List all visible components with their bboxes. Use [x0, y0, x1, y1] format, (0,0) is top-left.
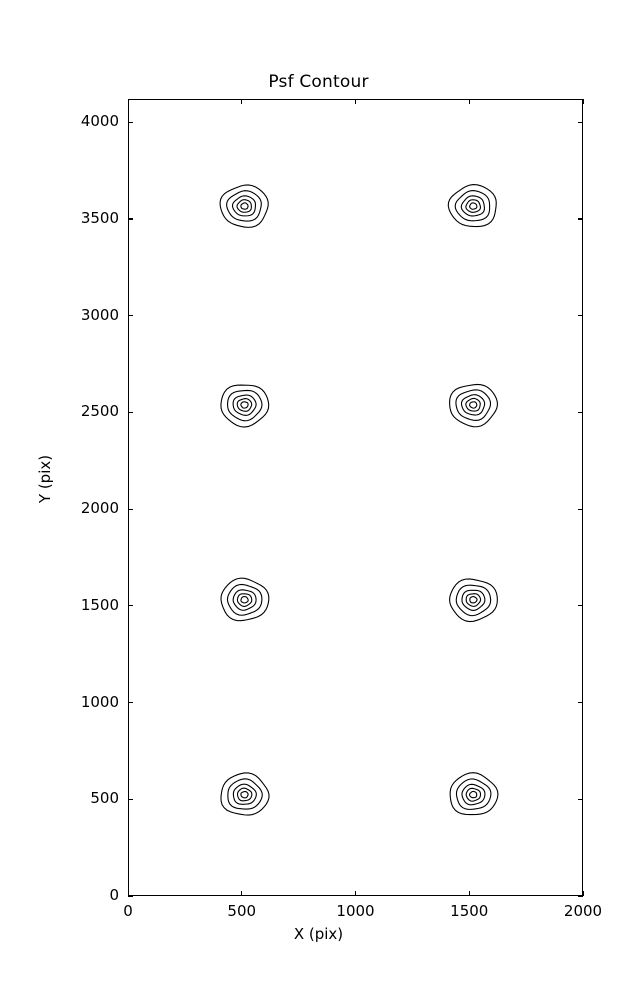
y-axis-tick-label: 4000 [80, 112, 119, 131]
contour-ring [461, 783, 486, 806]
x-axis-tick-label: 1500 [450, 902, 489, 920]
x-axis-tick-label: 2000 [563, 902, 603, 920]
contour-ring [240, 790, 249, 799]
x-axis-tick-label: 500 [227, 902, 257, 920]
y-axis-tick [128, 508, 133, 510]
contour-ring [236, 787, 253, 802]
y-axis-tick-label: 0 [109, 886, 119, 904]
contour-ring [232, 783, 257, 805]
y-axis-tick-label: 3000 [80, 305, 119, 324]
y-axis-tick-label: 3500 [80, 208, 119, 227]
y-axis-tick [578, 702, 583, 704]
contour-ring [236, 398, 253, 412]
y-axis-title: Y (pix) [36, 454, 54, 504]
x-axis-tick [241, 99, 243, 104]
contour-ring [465, 199, 482, 213]
plot-area[interactable] [128, 99, 583, 896]
contour-ring [465, 787, 482, 802]
x-axis-tick-label: 1000 [336, 902, 375, 920]
y-axis-tick [578, 895, 583, 897]
contour-ring [455, 584, 492, 617]
y-axis-tick [128, 218, 133, 220]
contour-ring [220, 772, 270, 816]
contour-ring [465, 593, 482, 607]
contour-ring [449, 383, 498, 428]
y-axis-tick [128, 798, 133, 800]
y-axis-tick [578, 315, 583, 317]
contour-ring [232, 394, 257, 416]
contour-ring [469, 401, 478, 409]
x-axis-title: X (pix) [293, 925, 344, 943]
contour-ring [460, 195, 485, 217]
x-axis-tick [127, 99, 129, 104]
contour-ring [220, 577, 270, 622]
contour-plot-svg [219, 184, 499, 816]
contour-ring [240, 596, 249, 604]
x-axis-tick-label: 0 [123, 902, 133, 920]
contour-ring [231, 195, 257, 217]
contour-ring [455, 389, 492, 421]
contour-ring [226, 190, 262, 222]
contour-ring [449, 772, 499, 816]
y-axis-tick [128, 315, 133, 317]
contour-ring [455, 778, 492, 810]
x-axis-tick [241, 891, 243, 896]
contour-ring [226, 583, 263, 616]
contour-ring [469, 202, 478, 210]
contour-ring [449, 578, 498, 623]
y-axis-tick-label: 1500 [80, 595, 119, 614]
x-axis-tick [582, 891, 584, 896]
y-axis-tick [128, 411, 133, 413]
contour-ring [240, 202, 249, 210]
contour-ring [465, 397, 481, 412]
y-axis-tick [578, 605, 583, 607]
y-axis-tick [578, 508, 583, 510]
contour-ring [447, 184, 497, 228]
contour-ring [469, 596, 478, 604]
y-axis-tick [128, 895, 133, 897]
contour-ring [227, 778, 263, 810]
contour-ring [461, 589, 486, 611]
chart-title: Psf Contour [268, 72, 369, 92]
contour-ring [219, 184, 269, 228]
y-axis-tick-label: 2000 [80, 499, 119, 518]
contour-ring [454, 190, 491, 222]
contour-ring [236, 199, 252, 213]
contour-ring [240, 401, 249, 409]
y-axis-tick [578, 411, 583, 413]
contour-ring [232, 589, 257, 611]
contour-ring [227, 389, 263, 422]
y-axis-tick [128, 702, 133, 704]
y-axis-tick [128, 121, 133, 123]
contour-ring [236, 593, 253, 607]
contour-ring [220, 384, 270, 428]
x-axis-tick [355, 99, 357, 104]
x-axis-tick [582, 99, 584, 104]
y-axis-tick-label: 2500 [80, 402, 119, 421]
x-axis-tick [127, 891, 129, 896]
y-axis-tick [578, 798, 583, 800]
y-axis-tick [578, 121, 583, 123]
y-axis-tick [128, 605, 133, 607]
x-axis-tick [468, 99, 470, 104]
y-axis-tick-label: 500 [90, 789, 119, 808]
x-axis-tick [468, 891, 470, 896]
contour-ring [468, 790, 478, 799]
y-axis-tick [578, 218, 583, 220]
y-axis-tick-label: 1000 [80, 692, 119, 711]
contour-ring [460, 394, 486, 416]
x-axis-tick [355, 891, 357, 896]
